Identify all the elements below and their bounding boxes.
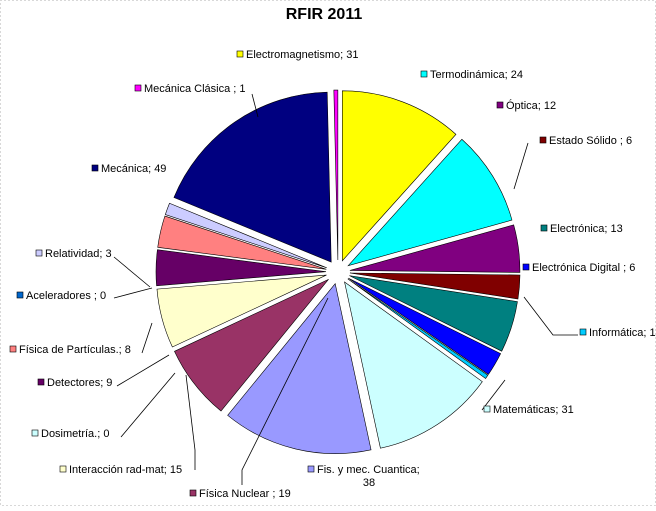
leader-line-dosimetria xyxy=(120,372,176,438)
data-label-electronica: Electrónica; 13 xyxy=(550,223,623,235)
label-electronica-digital: Electrónica Digital ; 6 xyxy=(522,262,635,274)
leader-line-mecanica-clasica xyxy=(251,93,259,118)
label-informatica: Informática; 1 xyxy=(579,327,656,339)
slice-relatividad xyxy=(164,202,327,269)
slice-fis-y-mec-cuantica xyxy=(227,282,372,454)
leader-line-informatica xyxy=(523,296,578,336)
data-label-informatica: Informática; 1 xyxy=(589,327,656,339)
label-estado-solido: Estado Sólido ; 6 xyxy=(539,135,632,147)
slice-mecanica xyxy=(173,91,332,263)
legend-swatch-aceleradores xyxy=(16,291,24,299)
leader-line-matematicas xyxy=(481,379,506,411)
slice-optica xyxy=(349,224,521,273)
legend-swatch-electronica-digital xyxy=(522,263,530,271)
label-electronica: Electrónica; 13 xyxy=(540,223,623,235)
label-fisica-nuclear: Física Nuclear ; 19 xyxy=(189,488,291,500)
slice-mecanica-clasica xyxy=(333,89,339,261)
data-label-interaccion-rad-mat: Interacción rad-mat; 15 xyxy=(69,464,182,476)
legend-swatch-relatividad xyxy=(35,249,43,257)
legend-swatch-fisica-nuclear xyxy=(189,489,197,497)
label-fis-y-mec-cuantica: Fis. y mec. Cuantica;38 xyxy=(307,464,420,489)
leader-line-detectores xyxy=(116,354,170,387)
data-label-optica: Óptica; 12 xyxy=(506,99,556,112)
legend-swatch-mecanica-clasica xyxy=(134,84,142,92)
legend-swatch-electronica xyxy=(540,224,548,232)
legend-swatch-detectores xyxy=(37,378,45,386)
leader-line-fisica-de-particulas xyxy=(141,322,153,354)
label-termodinamica: Termodinámica; 24 xyxy=(420,69,523,81)
label-detectores: Detectores; 9 xyxy=(37,377,112,389)
legend-swatch-fis-y-mec-cuantica xyxy=(307,465,315,473)
data-label-termodinamica: Termodinámica; 24 xyxy=(430,69,523,81)
legend-swatch-fisica-de-particulas xyxy=(9,345,17,353)
label-interaccion-rad-mat: Interacción rad-mat; 15 xyxy=(59,464,182,476)
leader-line-interaccion-rad-mat xyxy=(185,374,196,470)
leader-line-aceleradores xyxy=(113,287,153,299)
data-label-fisica-nuclear: Física Nuclear ; 19 xyxy=(199,488,291,500)
slice-fisica-de-particulas xyxy=(157,215,327,270)
leader-line-fisica-nuclear xyxy=(241,297,329,485)
slice-detectores xyxy=(155,249,327,287)
legend-swatch-electromagnetismo xyxy=(236,50,244,58)
slice-labels: Electromagnetismo; 31 Termodinámica; 24 Óp… xyxy=(9,49,656,500)
legend-swatch-dosimetria xyxy=(31,429,39,437)
data-label-value-fis-y-mec-cuantica: 38 xyxy=(363,477,375,489)
slice-fisica-nuclear xyxy=(174,279,329,412)
legend-swatch-matematicas xyxy=(483,405,491,413)
legend-swatch-mecanica xyxy=(91,164,99,172)
slice-electronica xyxy=(349,275,518,352)
label-fisica-de-particulas: Física de Partículas.; 8 xyxy=(9,344,131,356)
slice-electromagnetismo xyxy=(341,90,457,262)
data-label-aceleradores: Aceleradores ; 0 xyxy=(26,290,106,302)
label-mecanica-clasica: Mecánica Clásica ; 1 xyxy=(134,83,246,95)
slice-matematicas xyxy=(344,281,483,449)
leader-line-relatividad xyxy=(113,256,151,288)
legend-swatch-estado-solido xyxy=(539,136,547,144)
chart-title: RFIR 2011 xyxy=(286,6,363,23)
data-label-matematicas: Matemáticas; 31 xyxy=(493,404,574,416)
data-label-dosimetria: Dosimetría.; 0 xyxy=(41,428,109,440)
data-label-mecanica-clasica: Mecánica Clásica ; 1 xyxy=(144,83,246,95)
label-optica: Óptica; 12 xyxy=(496,99,556,112)
data-label-estado-solido: Estado Sólido ; 6 xyxy=(549,135,632,147)
slice-interaccion-rad-mat xyxy=(156,274,327,348)
leader-lines xyxy=(113,93,578,485)
data-label-fis-y-mec-cuantica: Fis. y mec. Cuantica; xyxy=(317,464,420,476)
pie-slices xyxy=(155,89,521,454)
legend-swatch-interaccion-rad-mat xyxy=(59,465,67,473)
data-label-detectores: Detectores; 9 xyxy=(47,377,112,389)
label-dosimetria: Dosimetría.; 0 xyxy=(31,428,109,440)
data-label-mecanica: Mecánica; 49 xyxy=(101,163,166,175)
legend-swatch-termodinamica xyxy=(420,70,428,78)
data-label-electromagnetismo: Electromagnetismo; 31 xyxy=(246,49,359,61)
data-label-fisica-de-particulas: Física de Partículas.; 8 xyxy=(19,344,131,356)
data-label-electronica-digital: Electrónica Digital ; 6 xyxy=(532,262,635,274)
legend-swatch-optica xyxy=(496,101,504,109)
legend-swatch-informatica xyxy=(579,328,587,336)
slice-estado-solido xyxy=(349,272,521,300)
data-label-relatividad: Relatividad; 3 xyxy=(45,248,112,260)
label-mecanica: Mecánica; 49 xyxy=(91,163,166,175)
label-relatividad: Relatividad; 3 xyxy=(35,248,112,260)
slice-electronica-digital xyxy=(348,277,502,375)
label-electromagnetismo: Electromagnetismo; 31 xyxy=(236,49,359,61)
label-aceleradores: Aceleradores ; 0 xyxy=(16,290,106,302)
leader-line-estado-solido xyxy=(513,142,529,190)
label-matematicas: Matemáticas; 31 xyxy=(483,404,574,416)
slice-informatica xyxy=(347,278,489,379)
slice-termodinamica xyxy=(347,138,513,267)
